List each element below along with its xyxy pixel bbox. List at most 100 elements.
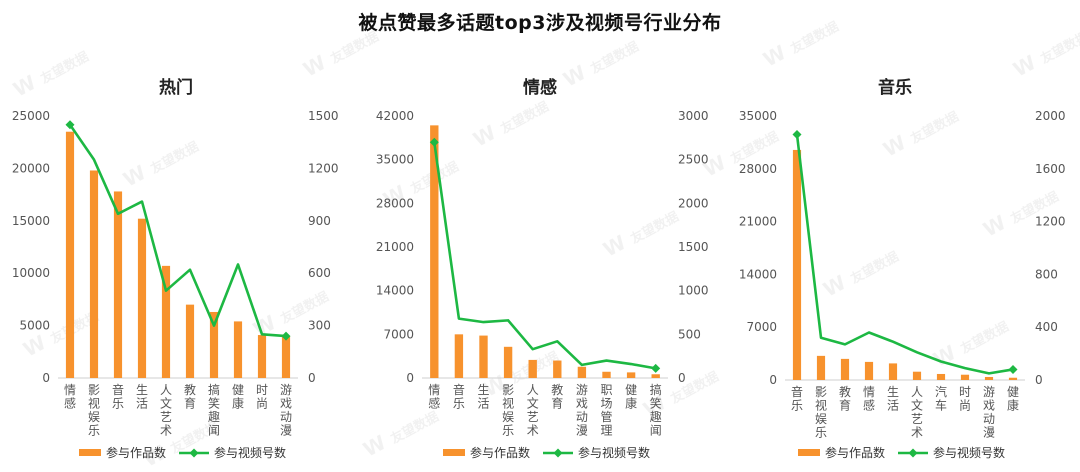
legend-line-label: 参与视频号数	[578, 445, 650, 460]
y-left-tick-label: 21000	[376, 240, 414, 254]
x-tick-label: 教育	[184, 382, 196, 411]
bar	[960, 374, 970, 380]
x-tick-label: 情感	[863, 385, 875, 413]
legend-bar-label: 参与作品数	[470, 445, 530, 460]
bar	[209, 311, 219, 378]
bar	[454, 334, 464, 378]
x-tick-label: 游戏动漫	[280, 383, 292, 438]
y-right-tick-label: 2500	[678, 153, 709, 167]
x-tick-label: 音乐	[791, 384, 803, 413]
y-left-tick-label: 25000	[12, 109, 50, 123]
x-tick-label: 生活	[887, 385, 899, 413]
y-right-tick-label: 800	[1035, 267, 1058, 281]
line-series	[68, 123, 287, 338]
line-point	[651, 363, 661, 373]
y-right-tick-label: 0	[678, 371, 686, 385]
page-title: 被点赞最多话题top3涉及视频号行业分布	[358, 12, 722, 34]
y-left-tick-label: 21000	[739, 215, 777, 229]
x-tick-label: 游戏动漫	[983, 385, 995, 440]
y-left-tick-label: 14000	[376, 284, 414, 298]
y-right-tick-label: 300	[308, 319, 331, 333]
x-tick-label: 音乐	[112, 382, 124, 411]
x-tick-label: 生活	[136, 383, 148, 411]
y-right-tick-label: 1500	[678, 240, 709, 254]
y-right-tick-label: 0	[308, 371, 316, 385]
x-tick-label: 搞笑趣闻	[208, 382, 220, 438]
bar	[89, 170, 99, 378]
bar	[161, 265, 171, 378]
legend-line-label: 参与视频号数	[214, 445, 286, 460]
y-right-tick-label: 400	[1035, 320, 1058, 334]
bar	[984, 376, 994, 380]
line-series	[433, 142, 656, 370]
legend-bar-label: 参与作品数	[106, 445, 166, 460]
x-tick-label: 健康	[1007, 385, 1019, 413]
bar	[792, 149, 802, 380]
y-left-tick-label: 7000	[746, 320, 777, 334]
bar	[888, 363, 898, 380]
bar	[185, 304, 195, 378]
bar	[1008, 377, 1018, 380]
x-tick-label: 影视娱乐	[502, 383, 514, 438]
y-left-tick-label: 7000	[383, 327, 414, 341]
legend-bar-swatch	[443, 449, 465, 456]
x-tick-label: 影视娱乐	[88, 383, 100, 438]
bar	[257, 335, 267, 378]
x-tick-label: 情感	[428, 383, 440, 411]
y-right-tick-label: 2000	[678, 196, 709, 210]
y-right-tick-label: 600	[308, 266, 331, 280]
y-left-tick-label: 0	[769, 373, 777, 387]
bar	[577, 366, 587, 378]
chart-panel-3: 音乐 0 7000 14000 21000 28000 35000 0 400 800 1200 16…	[739, 77, 1066, 460]
y-right-tick-label: 1600	[1035, 162, 1066, 176]
x-tick-label: 情感	[64, 383, 76, 411]
bar	[651, 374, 660, 378]
bar	[479, 335, 488, 378]
legend-line-marker	[553, 448, 563, 458]
y-left-tick-label: 5000	[19, 319, 50, 333]
line-series	[795, 134, 1014, 375]
y-right-tick-label: 900	[308, 214, 331, 228]
x-tick-label: 人文艺术	[527, 383, 539, 438]
bar	[840, 358, 850, 380]
chart-title: 热门	[159, 77, 193, 98]
line-point	[65, 120, 75, 130]
bar	[65, 131, 75, 378]
y-left-tick-label: 15000	[12, 214, 50, 228]
x-tick-label: 汽车	[935, 384, 947, 413]
bar	[864, 361, 874, 380]
bar	[626, 372, 636, 378]
legend-line-marker	[189, 448, 199, 458]
line-point	[281, 331, 291, 341]
y-left-tick-label: 28000	[376, 196, 414, 210]
bar	[528, 359, 537, 378]
y-left-tick-label: 35000	[376, 153, 414, 167]
chart-title: 情感	[523, 77, 557, 98]
line-point	[792, 129, 802, 139]
x-tick-label: 职场管理	[600, 383, 612, 438]
y-right-tick-label: 1000	[678, 284, 709, 298]
line-point	[1008, 364, 1018, 374]
y-left-tick-label: 20000	[12, 161, 50, 175]
x-tick-label: 游戏动漫	[576, 383, 588, 438]
x-tick-label: 人文艺术	[160, 383, 172, 438]
legend-line-marker	[908, 448, 918, 458]
y-left-tick-label: 10000	[12, 266, 50, 280]
y-left-tick-label: 42000	[376, 109, 414, 123]
y-right-tick-label: 3000	[678, 109, 709, 123]
bar	[503, 346, 513, 378]
y-right-tick-label: 1200	[1035, 215, 1066, 229]
bar	[430, 125, 439, 378]
y-right-tick-label: 0	[1035, 373, 1043, 387]
bar	[281, 336, 291, 378]
legend-bar-swatch	[79, 449, 101, 456]
bar	[113, 191, 123, 378]
y-left-tick-label: 35000	[739, 109, 777, 123]
x-tick-label: 音乐	[453, 382, 465, 411]
y-right-tick-label: 1500	[308, 109, 339, 123]
x-tick-label: 健康	[625, 383, 637, 411]
x-tick-label: 教育	[839, 384, 851, 413]
bar	[233, 321, 243, 378]
legend-line-label: 参与视频号数	[933, 445, 1005, 460]
bar	[936, 373, 946, 380]
